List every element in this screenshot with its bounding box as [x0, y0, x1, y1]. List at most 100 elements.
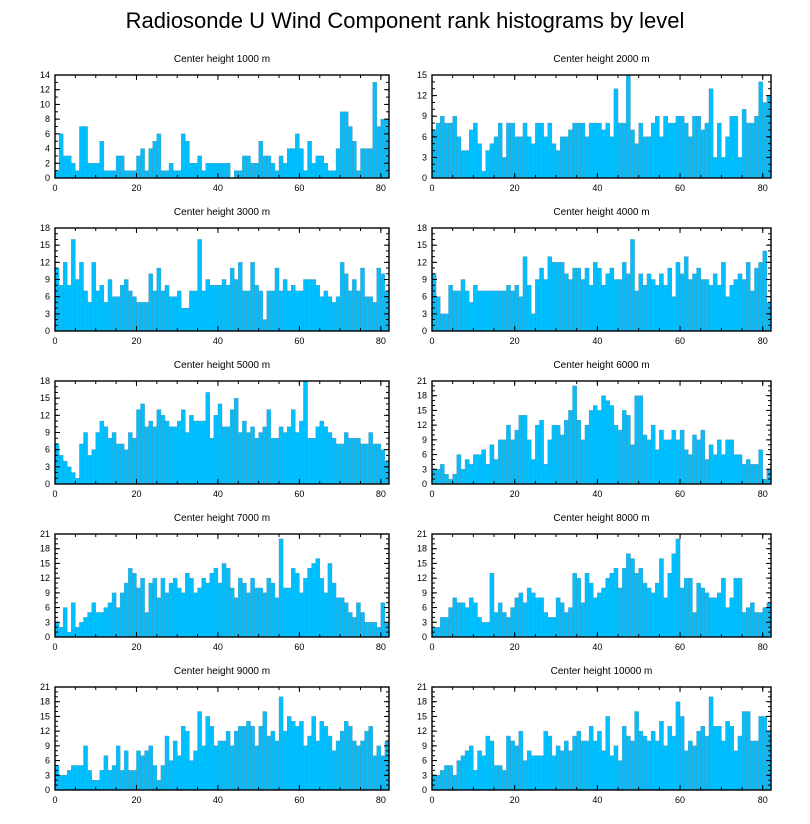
- histogram-bar: [99, 770, 105, 791]
- histogram-bar: [497, 122, 503, 179]
- histogram-bar: [156, 779, 162, 791]
- x-tick-label: 60: [675, 795, 685, 805]
- histogram-bar: [758, 449, 763, 485]
- histogram-bar: [83, 126, 88, 179]
- histogram-bar: [712, 597, 718, 638]
- histogram-bar: [584, 267, 590, 332]
- histogram-bar: [547, 735, 553, 791]
- histogram-bar: [156, 597, 162, 638]
- y-tick-label: 0: [45, 326, 50, 336]
- histogram-bar: [107, 170, 113, 179]
- histogram-bar: [597, 730, 602, 791]
- histogram-bar: [148, 273, 153, 332]
- histogram-bar: [617, 279, 623, 332]
- histogram-bar: [473, 454, 478, 485]
- histogram-bar: [181, 133, 186, 179]
- y-tick-label: 3: [45, 617, 50, 627]
- histogram-bar: [266, 155, 272, 179]
- histogram-bar: [229, 267, 235, 332]
- histogram-bar: [152, 141, 158, 179]
- histogram-bar: [71, 163, 76, 179]
- histogram-bar: [576, 420, 582, 485]
- histogram-bar: [435, 469, 441, 485]
- histogram-bar: [704, 122, 710, 179]
- histogram-bar: [213, 285, 219, 332]
- histogram-bar: [683, 449, 689, 485]
- histogram-bar: [671, 553, 677, 638]
- histogram-bar: [364, 730, 369, 791]
- x-tick-label: 40: [592, 795, 602, 805]
- histogram-bar: [729, 285, 734, 332]
- histogram-bar: [733, 750, 739, 791]
- histogram-bar: [667, 573, 672, 638]
- histogram-bar: [262, 155, 268, 179]
- histogram-bar: [270, 582, 276, 638]
- histogram-bar: [91, 449, 96, 485]
- x-tick-label: 0: [52, 795, 57, 805]
- x-tick-label: 80: [376, 336, 386, 346]
- histogram-bar: [91, 779, 96, 791]
- histogram-bar: [185, 141, 190, 179]
- histogram-bar: [258, 432, 263, 485]
- histogram-bar: [193, 163, 198, 179]
- histogram-bar: [750, 122, 755, 179]
- histogram-bar: [543, 279, 548, 332]
- histogram-bar: [364, 622, 369, 638]
- histogram-bar: [75, 279, 80, 332]
- histogram-panel: Center height 3000 m 0 3 6 9 12 15 18 0 20 40 60 80: [40, 207, 390, 346]
- y-tick-label: 6: [45, 756, 50, 766]
- histogram-bar: [360, 443, 365, 485]
- histogram-bar: [176, 420, 182, 485]
- histogram-bar: [262, 711, 268, 791]
- histogram-bar: [238, 262, 243, 332]
- histogram-bar: [315, 740, 320, 791]
- histogram-bar: [242, 290, 247, 332]
- histogram-bar: [343, 111, 349, 179]
- y-tick-label: 9: [45, 588, 50, 598]
- histogram-bar: [352, 141, 357, 179]
- histogram-bar: [311, 563, 316, 638]
- histogram-bar: [655, 285, 660, 332]
- histogram-bar: [242, 155, 247, 179]
- histogram-bar: [356, 290, 361, 332]
- histogram-bar: [452, 290, 458, 332]
- x-tick-label: 60: [675, 489, 685, 499]
- histogram-bar: [250, 262, 255, 332]
- histogram-bar: [630, 740, 635, 791]
- histogram-bar: [331, 438, 337, 485]
- y-tick-label: 0: [45, 479, 50, 489]
- histogram-bar: [692, 612, 697, 638]
- histogram-bar: [189, 577, 194, 638]
- histogram-bar: [568, 607, 573, 638]
- axis-frame: [54, 686, 390, 791]
- histogram-bar: [327, 563, 333, 638]
- histogram-bar: [448, 478, 453, 485]
- y-tick-label: 0: [45, 173, 50, 183]
- y-tick-label: 15: [40, 558, 50, 568]
- x-tick-label: 40: [213, 336, 223, 346]
- histogram-bar: [87, 455, 92, 485]
- histogram-bar: [601, 750, 606, 791]
- histogram-bar: [638, 122, 644, 179]
- histogram-bar: [95, 612, 101, 638]
- histogram-bar: [613, 424, 619, 485]
- histogram-bar: [737, 273, 743, 332]
- histogram-bar: [217, 163, 223, 179]
- histogram-bar: [593, 122, 598, 179]
- y-tick-label: 6: [45, 445, 50, 455]
- histogram-bar: [197, 420, 202, 485]
- histogram-bar: [185, 573, 190, 638]
- histogram-bar: [111, 592, 117, 638]
- histogram-bar: [617, 122, 623, 179]
- histogram-bar: [485, 150, 491, 179]
- histogram-bar: [335, 597, 341, 638]
- histogram-bar: [205, 392, 210, 485]
- histogram-bar: [675, 115, 681, 179]
- histogram-bar: [667, 726, 672, 791]
- histogram-bar: [295, 573, 300, 638]
- histogram-bar: [258, 587, 263, 638]
- histogram-bar: [339, 597, 345, 638]
- histogram-bar: [741, 109, 747, 179]
- histogram-bar: [642, 285, 648, 332]
- histogram-bar: [307, 141, 312, 179]
